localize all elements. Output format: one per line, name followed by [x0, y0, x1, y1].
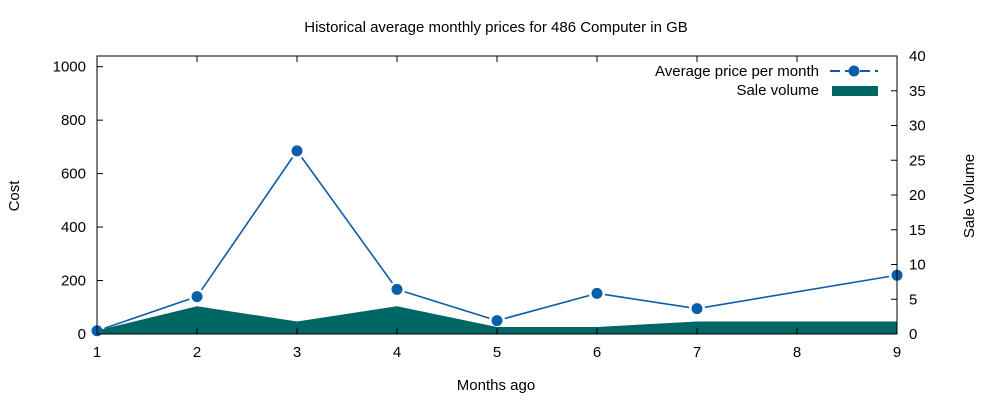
x-tick-label: 6	[593, 344, 601, 361]
y2-tick-label: 5	[909, 291, 917, 308]
sale-volume-area-layer	[97, 306, 897, 334]
axis-ticks: 1 2 3 4 5 6 7 8 90200400600800100005101520253035…	[53, 48, 926, 361]
legend-label-price: Average price per month	[655, 63, 819, 80]
price-point	[491, 315, 503, 327]
x-axis-label: Months ago	[457, 377, 535, 394]
x-tick-label: 7	[693, 344, 701, 361]
y-tick-label: 400	[61, 219, 86, 236]
y2-tick-label: 40	[909, 48, 926, 65]
y2-tick-label: 10	[909, 257, 926, 274]
legend-swatch-price-marker	[848, 65, 860, 77]
price-line-segment	[104, 298, 190, 329]
y-tick-label: 200	[61, 273, 86, 290]
y-tick-label: 0	[78, 326, 86, 343]
y-tick-label: 600	[61, 166, 86, 183]
chart-title: Historical average monthly prices for 48…	[304, 19, 688, 36]
sale-volume-area	[97, 306, 897, 334]
price-point	[591, 287, 603, 299]
y2-tick-label: 35	[909, 83, 926, 100]
x-tick-label: 2	[193, 344, 201, 361]
legend-swatch-volume	[832, 86, 878, 96]
price-point	[691, 303, 703, 315]
y2-tick-label: 15	[909, 222, 926, 239]
y-tick-label: 1000	[53, 59, 86, 76]
price-line-segment	[301, 156, 393, 284]
x-tick-label: 1	[93, 344, 101, 361]
y2-axis-label: Sale Volume	[961, 154, 978, 238]
price-point	[191, 291, 203, 303]
y-tick-label: 800	[61, 112, 86, 129]
x-tick-label: 8	[793, 344, 801, 361]
x-tick-label: 4	[393, 344, 401, 361]
price-line-segment	[200, 157, 294, 291]
x-tick-label: 9	[893, 344, 901, 361]
y2-tick-label: 30	[909, 118, 926, 135]
price-line-segment	[704, 275, 890, 309]
legend: Average price per month Sale volume	[655, 63, 878, 99]
y2-tick-label: 0	[909, 326, 917, 343]
price-line-layer	[91, 145, 903, 337]
x-tick-label: 3	[293, 344, 301, 361]
y2-tick-label: 20	[909, 187, 926, 204]
price-line-segment	[504, 294, 590, 320]
price-point	[291, 145, 303, 157]
x-tick-label: 5	[493, 344, 501, 361]
price-line-segment	[404, 290, 490, 320]
price-line-segment	[604, 293, 690, 309]
price-point	[391, 283, 403, 295]
y-axis-label: Cost	[6, 180, 23, 212]
legend-label-volume: Sale volume	[736, 82, 819, 99]
y2-tick-label: 25	[909, 152, 926, 169]
